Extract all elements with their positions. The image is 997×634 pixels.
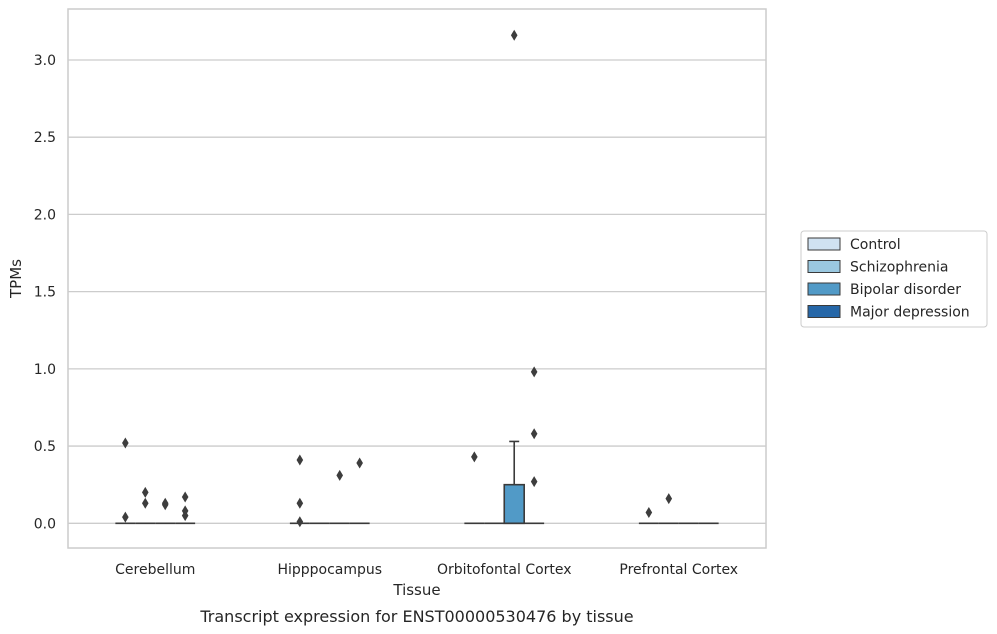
y-axis-title: TPMs: [7, 259, 25, 299]
outliers: [122, 29, 673, 528]
outlier-point: [356, 457, 363, 469]
outlier-point: [530, 476, 538, 488]
y-tick-label: 0.0: [34, 516, 56, 532]
y-tick-labels: 0.0 0.5 1.0 1.5 2.0 2.5 3.0: [34, 53, 56, 532]
outlier-point: [530, 428, 538, 440]
x-tick-label: Orbitofontal Cortex: [437, 562, 572, 578]
outlier-point: [336, 469, 344, 481]
legend: Control Schizophrenia Bipolar disorder Majo…: [800, 230, 988, 328]
y-tick-label: 2.0: [34, 207, 56, 223]
boxes: [115, 440, 719, 525]
x-tick-label: Cerebellum: [115, 562, 195, 578]
outlier-point: [665, 493, 673, 505]
y-tick-label: 3.0: [34, 53, 56, 69]
legend-frame: [800, 230, 988, 328]
legend-label: Major depression: [850, 305, 970, 321]
outlier-point: [645, 506, 653, 518]
x-tick-label: Hipppocampus: [277, 562, 382, 578]
y-tick-label: 2.5: [34, 130, 56, 146]
outlier-point: [181, 491, 189, 503]
outlier-point: [510, 29, 518, 41]
legend-swatch: [807, 282, 841, 296]
outlier-point: [161, 497, 169, 509]
x-tick-labels: Cerebellum Hipppocampus Orbitofontal Corte…: [115, 562, 738, 578]
legend-swatch: [807, 237, 841, 251]
legend-swatch: [807, 260, 841, 273]
chart-caption: Transcript expression for ENST0000053047…: [199, 607, 633, 626]
outlier-point: [296, 516, 304, 528]
x-axis-title: Tissue: [392, 581, 440, 599]
outlier-point: [141, 497, 149, 509]
outlier-point: [296, 497, 304, 509]
legend-label: Schizophrenia: [850, 260, 948, 276]
legend-label: Control: [850, 237, 901, 253]
outlier-point: [530, 366, 538, 378]
grid-lines: [68, 59, 766, 524]
outlier-point: [296, 454, 304, 466]
outlier-point: [141, 486, 149, 498]
outlier-point: [471, 451, 478, 463]
y-tick-label: 1.5: [34, 285, 56, 301]
outlier-point: [122, 437, 129, 449]
legend-label: Bipolar disorder: [850, 282, 961, 298]
legend-swatch: [807, 305, 841, 318]
y-tick-label: 1.0: [34, 362, 56, 378]
plot-frame: [67, 8, 767, 549]
y-tick-label: 0.5: [34, 439, 56, 455]
x-tick-label: Prefrontal Cortex: [619, 562, 738, 578]
outlier-point: [181, 505, 189, 517]
box: [503, 483, 525, 525]
outlier-point: [122, 511, 129, 523]
